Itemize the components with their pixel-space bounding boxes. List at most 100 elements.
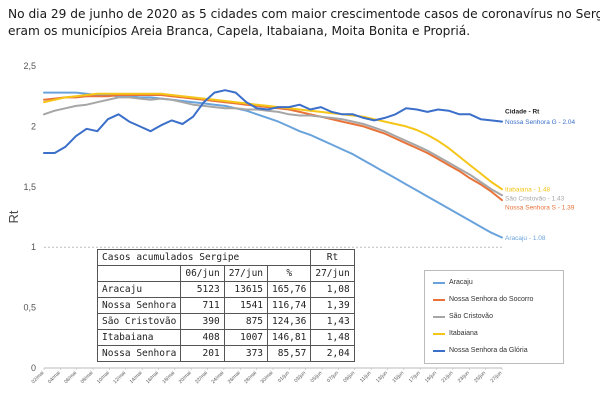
table-cell: 85,57 (267, 345, 312, 362)
legend-item: Aracaju (433, 279, 473, 286)
x-tick-label: 01/jun (277, 370, 291, 384)
table-cell: 124,36 (267, 313, 312, 330)
x-tick-label: 18/mai (161, 370, 176, 385)
table-cell: 1,43 (310, 313, 355, 330)
x-tick-label: 22/mai (194, 370, 209, 385)
x-tick-label: 20/mai (178, 370, 193, 385)
table-cell: 1541 (223, 297, 269, 314)
x-tick-label: 12/mai (112, 370, 127, 385)
x-tick-label: 09/jun (342, 370, 356, 384)
table-title-rt: Rt (310, 249, 355, 266)
table-header-cell (96, 265, 182, 282)
legend-label: Itabaiana (449, 330, 478, 337)
y-axis-title: Rt (6, 210, 21, 223)
table-cell: 2,04 (310, 345, 355, 362)
legend-label: São Cristovão (449, 313, 493, 320)
x-tick-label: 04/mai (47, 370, 62, 385)
y-tick-label: 2 (31, 121, 36, 131)
legend-item: Nossa Senhora do Socorro (433, 296, 533, 303)
legend-swatch (433, 315, 445, 318)
table-row: Nossa Senhora 201 373 85,57 2,04 (96, 345, 355, 362)
table-cell: 1,39 (310, 297, 355, 314)
table-cell: Aracaju (96, 281, 182, 298)
y-tick-label: 0,5 (23, 303, 36, 313)
series-end-label: Aracaju - 1.08 (505, 235, 546, 242)
table-cell: 390 (180, 313, 225, 330)
table-row: Aracaju 5123 13615 165,76 1,08 (96, 281, 355, 298)
table-cell: 146,81 (267, 329, 312, 346)
x-tick-label: 19/jun (424, 370, 438, 384)
x-tick-label: 23/jun (457, 370, 471, 384)
title-line-2: eram os municípios Areia Branca, Capela,… (8, 24, 471, 38)
series-end-label: Nossa Senhora S - 1.39 (505, 205, 575, 212)
legend-swatch (433, 298, 445, 301)
table-title-row: Casos acumulados Sergipe Rt (96, 249, 355, 266)
legend-swatch (433, 332, 445, 335)
title-line-1: No dia 29 de junho de 2020 as 5 cidades … (8, 7, 600, 21)
x-tick-label: 13/jun (375, 370, 389, 384)
legend-item: São Cristovão (433, 313, 493, 320)
x-tick-label: 17/jun (408, 370, 422, 384)
table-cell: 711 (180, 297, 225, 314)
x-tick-label: 11/jun (359, 370, 373, 384)
table-cell: 116,74 (267, 297, 312, 314)
table-row: Nossa Senhora 711 1541 116,74 1,39 (96, 297, 355, 314)
series-end-label: Nossa Senhora G - 2.04 (505, 119, 575, 126)
series-end-label: Itabaiana - 1.48 (505, 187, 551, 194)
table-cell: São Cristovão (96, 313, 182, 330)
legend-item: Nossa Senhora da Glória (433, 347, 528, 354)
table-cell: 13615 (223, 281, 269, 298)
x-tick-label: 16/mai (145, 370, 160, 385)
series-line-2 (43, 96, 503, 197)
legend-item: Itabaiana (433, 330, 478, 337)
x-tick-label: 05/jun (310, 370, 324, 384)
series-end-label: São Cristovão - 1.43 (505, 196, 565, 203)
series-line-4 (43, 89, 503, 154)
table-cell: 165,76 (267, 281, 312, 298)
table-title: Casos acumulados Sergipe (96, 249, 312, 266)
table-cell: Nossa Senhora (96, 345, 182, 362)
table-cell: 408 (180, 329, 225, 346)
y-tick-label: 0 (31, 363, 36, 373)
table-cell: 1,48 (310, 329, 355, 346)
legend-label: Nossa Senhora da Glória (449, 347, 528, 354)
table-cell: Nossa Senhora (96, 297, 182, 314)
table-header-row: 06/jun 27/jun % 27/jun (96, 265, 355, 282)
legend-label: Aracaju (449, 279, 473, 286)
legend-label: Nossa Senhora do Socorro (449, 296, 534, 303)
legend-swatch (433, 281, 445, 284)
y-tick-label: 1,5 (23, 182, 36, 192)
x-tick-label: 21/jun (440, 370, 454, 384)
table-cell: 373 (223, 345, 269, 362)
y-tick-label: 1 (31, 242, 36, 252)
legend-swatch (433, 349, 445, 352)
table-row: São Cristovão 390 875 124,36 1,43 (96, 313, 355, 330)
x-tick-label: 25/jun (473, 370, 487, 384)
table-cell: 1007 (223, 329, 269, 346)
y-tick-label: 2,5 (23, 61, 36, 71)
series-line-0 (43, 91, 503, 239)
x-tick-label: 10/mai (96, 370, 111, 385)
x-tick-label: 28/mai (243, 370, 258, 385)
table-header-cell: % (267, 265, 312, 282)
x-tick-label: 24/mai (210, 370, 225, 385)
table-cell: Itabaiana (96, 329, 182, 346)
table-cell: 1,08 (310, 281, 355, 298)
table-cell: 201 (180, 345, 225, 362)
chart-title: No dia 29 de junho de 2020 as 5 cidades … (8, 6, 600, 40)
table-header-cell: 27/jun (223, 265, 269, 282)
cases-table: Casos acumulados Sergipe Rt 06/jun 27/ju… (96, 249, 355, 362)
x-tick-label: 14/mai (129, 370, 144, 385)
x-tick-label: 30/mai (260, 370, 275, 385)
x-tick-label: 08/mai (80, 370, 95, 385)
table-cell: 5123 (180, 281, 225, 298)
table-cell: 875 (223, 313, 269, 330)
table-row: Itabaiana 408 1007 146,81 1,48 (96, 329, 355, 346)
chart-legend: Aracaju Nossa Senhora do Socorro São Crist… (424, 270, 564, 364)
x-tick-label: 06/mai (63, 370, 78, 385)
x-tick-label: 07/jun (326, 370, 340, 384)
x-tick-label: 27/jun (490, 370, 504, 384)
series-line-3 (43, 92, 503, 191)
x-tick-label: 26/mai (227, 370, 242, 385)
